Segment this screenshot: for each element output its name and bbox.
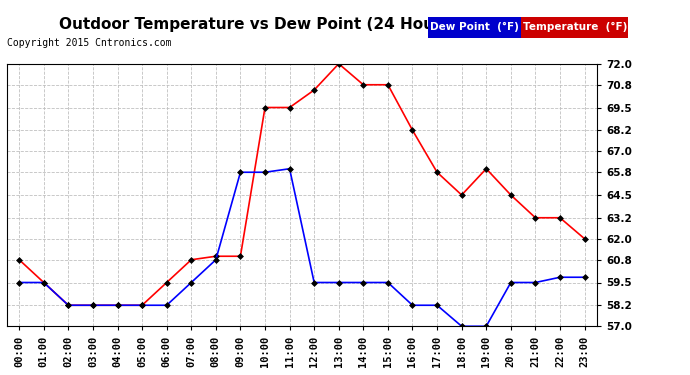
Text: Outdoor Temperature vs Dew Point (24 Hours) 20150925: Outdoor Temperature vs Dew Point (24 Hou… (59, 17, 548, 32)
Text: Dew Point  (°F): Dew Point (°F) (430, 22, 519, 32)
Text: Temperature  (°F): Temperature (°F) (523, 22, 627, 32)
Text: Copyright 2015 Cntronics.com: Copyright 2015 Cntronics.com (7, 38, 171, 48)
